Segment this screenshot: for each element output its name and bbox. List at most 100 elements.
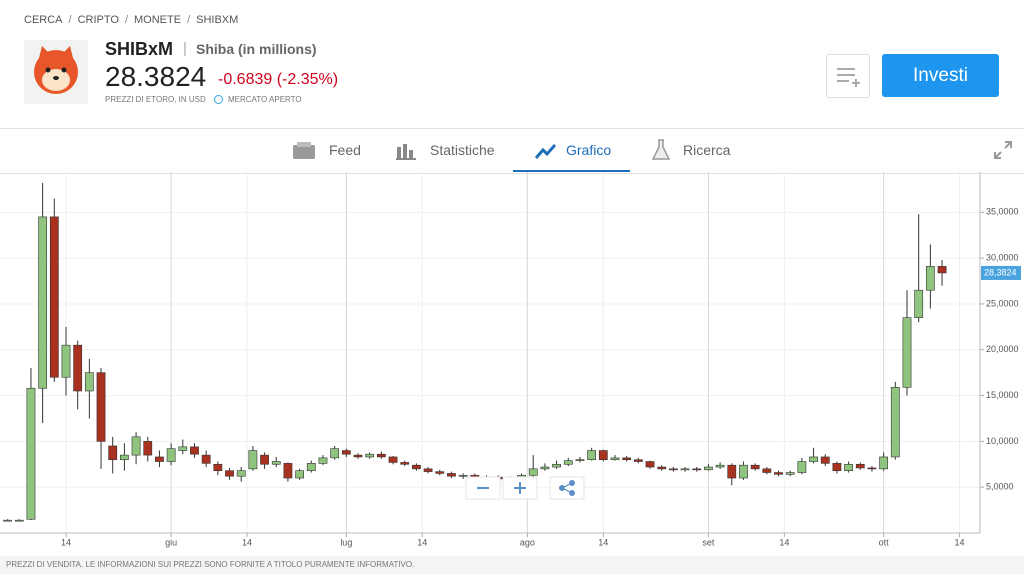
y-tick-label: 10,0000 [986,436,1019,446]
tab[interactable]: Ricerca [683,142,731,158]
x-tick-label: 14 [955,537,965,547]
candle-body [155,456,164,462]
candle-body [809,456,818,462]
y-tick-label: 30,0000 [986,253,1019,263]
y-tick-label: 20,0000 [986,344,1019,354]
price-note: PREZZI DI ETORO, IN USD [105,95,206,104]
market-icon [214,95,223,104]
candle-body [855,463,865,469]
x-tick-label: ago [520,537,535,547]
x-tick-label: 14 [61,537,71,547]
candle-body [365,453,375,458]
candle-body [96,372,106,442]
candle-body [914,289,924,318]
candle-body [388,456,398,463]
price-change: -0.6839 (-2.35%) [218,71,339,88]
price: 28.3824 [105,61,207,92]
chart: 5,0000 10,0000 15,0000 20,0000 25,0000 30,000… [0,172,1021,547]
candle-body [610,457,620,461]
candle-body [178,446,188,451]
candle-body [902,317,912,388]
fullscreen-icon[interactable] [992,139,1014,161]
candle-body [528,468,538,476]
tab[interactable]: Statistiche [430,142,495,158]
crumb: SHIBXM [196,14,239,26]
candle-body [225,470,234,477]
candle-body [260,454,269,465]
crumb[interactable]: CRIPTO [77,14,119,26]
candle-body [84,372,94,392]
y-tick-label: 25,0000 [986,298,1019,308]
candle-body [867,467,877,470]
candle-body [715,464,725,468]
candle-body [435,471,445,474]
x-tick-label: set [702,537,715,547]
candle-body [633,459,643,462]
candle-body [248,450,258,470]
zoom-in-icon [514,482,526,494]
instrument-name: Shiba (in millions) [196,41,317,57]
candle-body [213,463,223,471]
breadcrumb: CERCA / CRIPTO / MONETE / SHIBXM [24,14,239,26]
candle-body [236,470,246,477]
y-tick-label: 5,0000 [986,482,1014,492]
stats-icon [396,144,416,160]
x-tick-label: 14 [779,537,789,547]
tab-bar: Feed Statistiche Grafico Ricerca [0,128,1024,174]
candle-body [657,466,667,470]
candle-body [201,454,211,464]
candle-body [575,459,585,462]
share[interactable] [549,476,585,500]
watchlist-icon [837,68,860,87]
candle-body [61,344,71,378]
candle-body [271,461,281,465]
x-tick-label: 14 [598,537,608,547]
candle-body [727,464,737,479]
candle-body [49,216,59,378]
candle-body [750,464,760,470]
candle-body [832,463,842,471]
candle-body [341,450,351,455]
y-tick-label: 15,0000 [986,390,1019,400]
candle-body [3,519,12,522]
candle-body [26,387,36,520]
chart-icon [535,144,557,159]
crumb[interactable]: CERCA [24,14,63,26]
candle-body [563,460,573,465]
zoom-controls [465,476,585,500]
candle-body [120,454,129,461]
x-tick-label: ott [879,537,890,547]
last-price-label: 28,3824 [984,267,1017,277]
invest-button[interactable]: Investi [882,54,999,97]
x-tick-label: lug [340,537,352,547]
candle-body [376,453,386,458]
symbol: SHIBxM [105,39,174,59]
candle-body [668,468,678,471]
candle-body [166,448,176,462]
candle-body [14,519,24,522]
x-tick-label: giu [165,537,177,547]
candle-body [143,441,153,456]
last-price-tag [981,265,1021,280]
crumb[interactable]: MONETE [134,14,182,26]
candle-body [890,387,900,458]
candle-body [306,463,316,471]
candle-body [925,266,935,291]
candle-body [552,463,561,468]
tab-active[interactable]: Grafico [566,142,612,158]
tab[interactable]: Feed [329,142,361,158]
watchlist-button[interactable] [826,54,870,98]
candle-body [879,456,889,470]
candle-body [423,468,433,472]
candle-body [844,463,853,471]
candle-body [785,472,795,475]
share-icon [559,480,575,496]
y-tick-label: 35,0000 [986,207,1019,217]
candle-body [353,454,363,458]
candle-body [38,216,48,389]
candle-body [540,466,550,470]
candle-body [458,474,468,477]
candle-body [762,468,772,473]
candle-body [447,473,456,477]
